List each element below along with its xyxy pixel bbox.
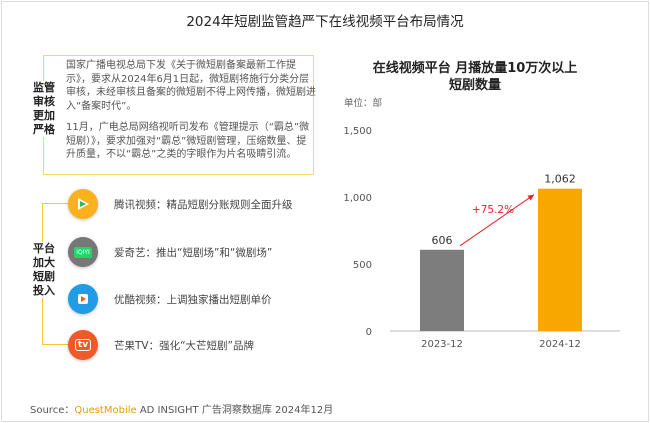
- platform-item-mango: tv 芒果TV：强化“大芒短剧”品牌: [68, 330, 254, 360]
- regulation-label: 监管审核更加严格: [30, 81, 58, 137]
- y-tick-label: 500: [353, 260, 372, 271]
- platform-label: 平台加大短剧投入: [30, 242, 58, 298]
- page-title: 2024年短剧监管趋严下在线视频平台布局情况: [186, 14, 464, 30]
- x-tick-label: 2024-12: [539, 339, 581, 350]
- bar: [538, 188, 582, 331]
- platform-text: 芒果TV：强化“大芒短剧”品牌: [114, 339, 254, 352]
- platform-item-youku: 优酷视频：上调独家播出短剧单价: [68, 284, 272, 314]
- mango-tv-logo: tv: [68, 330, 98, 360]
- platform-item-iqiyi: iQIYI 爱奇艺：推出“短剧场”和“微剧场”: [68, 237, 272, 267]
- youku-logo: [68, 284, 98, 314]
- regulation-text: 国家广播电视总局下发《关于微短剧备案最新工作提示》，要求从2024年6月1日起，…: [66, 59, 316, 170]
- bar-chart: 0 500 1,000 1,500 606 2023-12 1,062 2024-12 +75.…: [343, 126, 620, 350]
- y-tick-label: 0: [366, 327, 372, 338]
- x-tick-label: 2023-12: [421, 339, 463, 350]
- iqiyi-logo: iQIYI: [68, 237, 98, 267]
- data-label: 606: [432, 234, 453, 247]
- platform-text: 腾讯视频：精品短剧分账规则全面升级: [114, 198, 293, 211]
- regulation-paragraph: 国家广播电视总局下发《关于微短剧备案最新工作提示》，要求从2024年6月1日起，…: [66, 60, 316, 112]
- tencent-video-logo: [68, 189, 98, 219]
- y-tick-label: 1,500: [343, 126, 372, 137]
- chart-unit: 单位：部: [344, 98, 383, 109]
- chart-title: 在线视频平台 月播放量10万次以上 短剧数量: [372, 61, 578, 93]
- platform-text: 优酷视频：上调独家播出短剧单价: [114, 293, 272, 306]
- platform-item-tencent: 腾讯视频：精品短剧分账规则全面升级: [68, 189, 293, 219]
- y-tick-label: 1,000: [343, 193, 372, 204]
- platform-text: 爱奇艺：推出“短剧场”和“微剧场”: [114, 246, 273, 259]
- bar: [420, 249, 464, 331]
- growth-annotation: +75.2%: [472, 204, 514, 216]
- growth-arrow: [459, 194, 535, 247]
- source-note: Source：QuestMobile AD INSIGHT 广告洞察数据库 20…: [30, 405, 334, 416]
- data-label: 1,062: [544, 173, 576, 186]
- regulation-paragraph: 11月，广电总局网络视听司发布《管理提示（“霸总”微短剧）》，要求加强对“霸总”…: [66, 122, 310, 160]
